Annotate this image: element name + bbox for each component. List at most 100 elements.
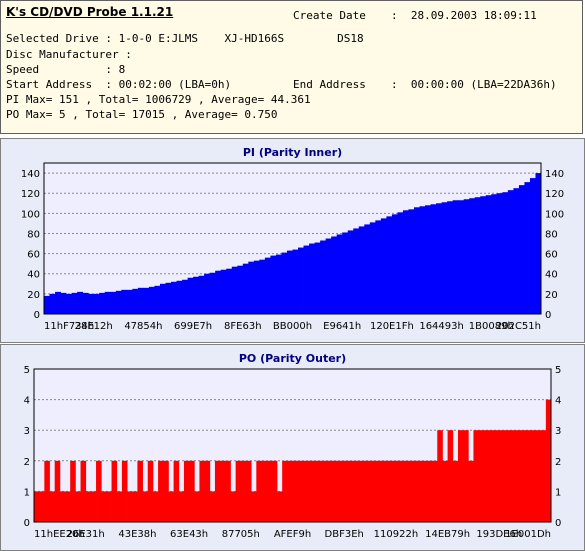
- po-bar: [545, 399, 552, 522]
- pi-bar: [270, 255, 277, 314]
- po-ytick-left: 0: [24, 518, 30, 529]
- pi-bar: [369, 222, 376, 314]
- pi-ytick-right: 100: [545, 209, 564, 220]
- pi-bar: [425, 205, 431, 314]
- po-chart: PO (Parity Outer) 0 0 1 1 2 2 3 3 4 4 5 5 11hEE20h26E…: [0, 344, 585, 551]
- po-bar: [106, 491, 112, 522]
- po-bar: [137, 460, 143, 522]
- po-bar: [504, 430, 511, 522]
- po-bar: [292, 460, 299, 522]
- pi-bar: [115, 290, 122, 314]
- pi-bar: [458, 200, 465, 314]
- po-bar: [127, 491, 133, 522]
- pi-bar: [248, 261, 255, 314]
- pi-ytick-left: 120: [21, 189, 40, 200]
- po-bar: [442, 460, 448, 522]
- po-bar: [39, 491, 45, 522]
- po-bar: [426, 460, 433, 522]
- pi-bar: [237, 265, 244, 314]
- pi-ytick-left: 20: [27, 290, 40, 301]
- po-plot-frame: [33, 368, 552, 523]
- pi-bar: [469, 198, 476, 314]
- pi-ytick-right: 120: [545, 189, 564, 200]
- app-title: K's CD/DVD Probe 1.1.21: [6, 5, 174, 19]
- end-address-value: : 00:00:00 (LBA=22DA36h): [391, 78, 557, 91]
- pi-xtick: 120E1Fh: [370, 321, 414, 332]
- po-bar: [416, 460, 423, 522]
- po-bar: [261, 460, 268, 522]
- po-bar: [183, 460, 190, 522]
- po-stats-line: PO Max= 5 , Total= 17015 , Average= 0.75…: [6, 108, 278, 121]
- pi-bar: [309, 243, 315, 314]
- pi-xtick: E9641h: [323, 321, 361, 332]
- po-bar: [421, 460, 428, 522]
- pi-bar: [209, 272, 216, 314]
- pi-bar: [88, 293, 95, 314]
- pi-chart: PI (Parity Inner) 0 0 20 20 40 40 60 60 80 80 100 10…: [0, 138, 585, 343]
- po-bar: [54, 460, 61, 522]
- po-bar: [199, 460, 206, 522]
- pi-ytick-right: 20: [545, 290, 558, 301]
- po-bar: [463, 430, 469, 522]
- pi-bar: [226, 268, 233, 314]
- pi-bar: [99, 292, 106, 314]
- pi-bar: [513, 188, 520, 314]
- po-bar: [525, 430, 531, 522]
- pi-bar: [480, 196, 487, 314]
- po-bar: [395, 460, 402, 522]
- pi-bar: [535, 173, 542, 314]
- pi-ytick-right: 40: [545, 270, 558, 281]
- pi-xtick: BB000h: [273, 321, 312, 332]
- pi-bar: [507, 190, 514, 314]
- po-ytick-right: 5: [555, 365, 561, 376]
- pi-bar: [358, 226, 365, 314]
- pi-bar: [286, 250, 293, 314]
- po-bar: [452, 460, 459, 522]
- po-bar: [509, 430, 516, 522]
- pi-bar: [325, 238, 332, 314]
- pi-bar: [55, 291, 61, 314]
- pi-xtick: 11hF734h: [44, 321, 94, 332]
- po-xtick: 43E38h: [118, 529, 156, 540]
- pi-bar: [187, 277, 194, 314]
- po-ytick-left: 5: [24, 365, 30, 376]
- po-bar: [349, 460, 355, 522]
- pi-ytick-left: 80: [27, 229, 40, 240]
- po-bar: [318, 460, 324, 522]
- pi-bar: [397, 212, 404, 314]
- pi-bar: [331, 236, 338, 314]
- po-bar: [111, 460, 118, 522]
- po-bar: [375, 460, 381, 522]
- po-ytick-left: 4: [24, 396, 30, 407]
- po-bar: [437, 430, 443, 522]
- pi-xtick: 1B0089h: [469, 321, 514, 332]
- po-bar: [457, 430, 464, 522]
- pi-bar: [436, 203, 442, 314]
- po-bar: [385, 460, 392, 522]
- pi-ytick-right: 60: [545, 250, 558, 261]
- po-bar: [204, 460, 211, 522]
- po-bar: [266, 460, 273, 522]
- po-bar: [473, 430, 480, 522]
- po-bar: [401, 460, 407, 522]
- selected-drive-line: Selected Drive : 1-0-0 E:JLMS XJ-HD166S …: [6, 32, 364, 45]
- pi-bar: [82, 292, 89, 314]
- pi-bar: [452, 200, 459, 314]
- pi-xtick: 699E7h: [174, 321, 212, 332]
- pi-bar: [264, 257, 271, 314]
- po-bar: [70, 460, 76, 522]
- pi-bar: [375, 220, 382, 314]
- po-bar: [142, 491, 149, 522]
- pi-bar: [275, 254, 282, 314]
- pi-xtick: 164493h: [419, 321, 464, 332]
- pi-bar: [364, 224, 371, 314]
- po-bar: [152, 491, 159, 522]
- po-bar: [468, 460, 474, 522]
- po-bar: [178, 491, 185, 522]
- po-bar: [147, 460, 154, 522]
- po-xtick: 1E001Dh: [505, 529, 551, 540]
- pi-xtick: 202C51h: [496, 321, 541, 332]
- po-bar: [390, 460, 397, 522]
- pi-bar: [49, 293, 56, 314]
- po-bar: [44, 460, 50, 522]
